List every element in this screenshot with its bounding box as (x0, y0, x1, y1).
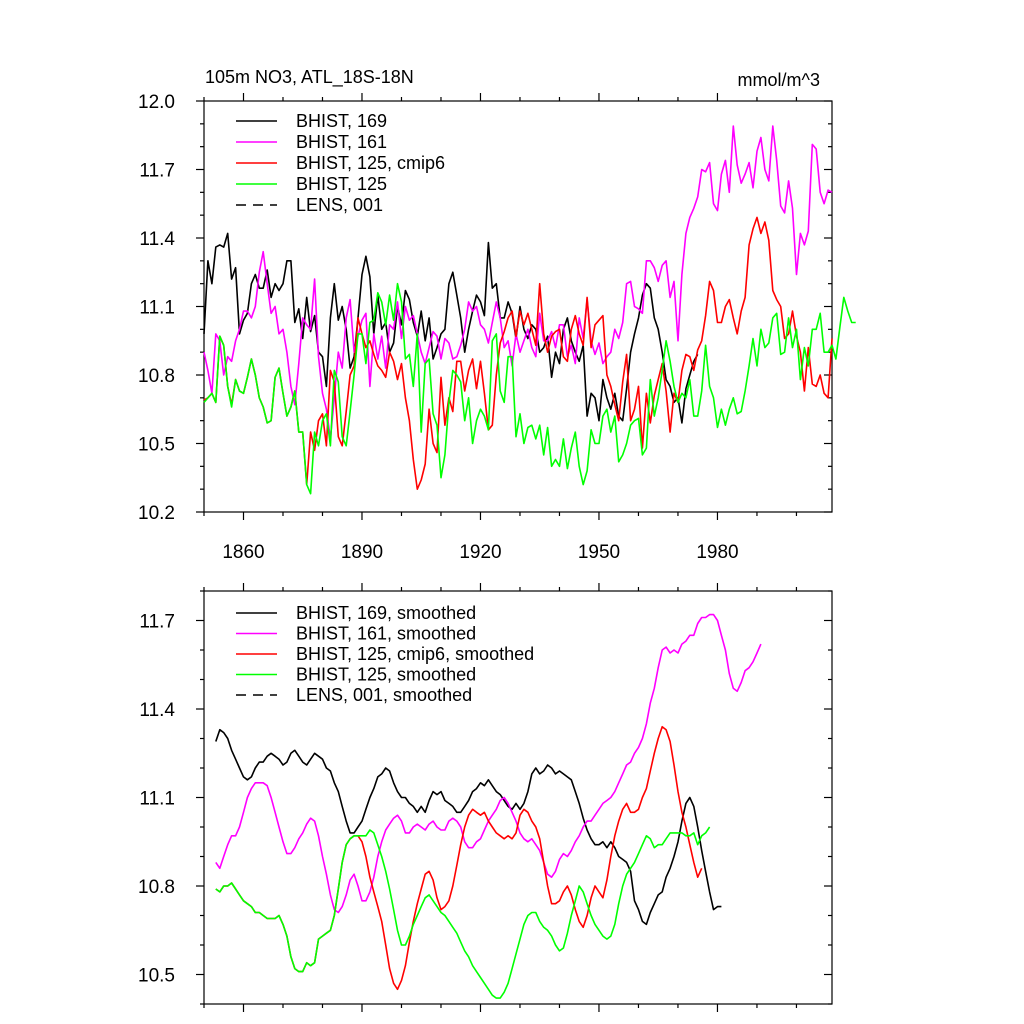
series-line (203, 125, 833, 440)
bottom-panel: 11.7 11.4 11.1 10.8 10.5 BHIST, 169, smoothed… (138, 583, 833, 1012)
series-line (203, 232, 699, 424)
y-tick-label: 11.1 (139, 298, 175, 319)
legend-label: BHIST, 125, cmip6, smoothed (296, 644, 534, 664)
legend-label: BHIST, 161, smoothed (296, 624, 476, 644)
y-tick-label: 11.7 (139, 612, 175, 633)
y-tick-label: 10.5 (138, 966, 175, 987)
legend-label: BHIST, 125 (296, 174, 387, 194)
legend-label: LENS, 001 (296, 195, 383, 215)
series-line (215, 826, 711, 999)
top-panel: 105m NO3, ATL_18S-18N mmol/m^3 12.0 11.7 1… (138, 67, 856, 563)
legend-label: BHIST, 161 (296, 132, 387, 152)
y-tick-label: 11.4 (139, 229, 175, 250)
y-tick-label: 10.5 (138, 435, 175, 456)
x-tick-label: 1860 (222, 542, 264, 563)
x-tick-label: 1920 (459, 542, 501, 563)
y-tick-label: 11.1 (139, 789, 175, 810)
legend-label: BHIST, 125, smoothed (296, 665, 476, 685)
x-tick-label: 1890 (341, 542, 383, 563)
top-panel-units: mmol/m^3 (738, 70, 820, 90)
y-tick-label: 12.0 (138, 92, 175, 113)
y-tick-label: 10.8 (138, 877, 175, 898)
x-tick-label: 1980 (696, 542, 738, 563)
legend-label: BHIST, 169 (296, 111, 387, 131)
legend-label: BHIST, 125, cmip6 (296, 153, 445, 173)
series-line (215, 725, 703, 991)
top-panel-title: 105m NO3, ATL_18S-18N (205, 67, 414, 88)
series-line (203, 216, 833, 491)
legend-label: LENS, 001, smoothed (296, 685, 472, 705)
y-tick-label: 10.8 (138, 366, 175, 387)
series-line (203, 282, 856, 495)
x-tick-label: 1950 (578, 542, 620, 563)
legend-label: BHIST, 169, smoothed (296, 603, 476, 623)
y-tick-label: 11.4 (139, 700, 175, 721)
y-tick-label: 11.7 (139, 161, 175, 182)
y-tick-label: 10.2 (138, 503, 175, 524)
series-line (215, 728, 722, 926)
